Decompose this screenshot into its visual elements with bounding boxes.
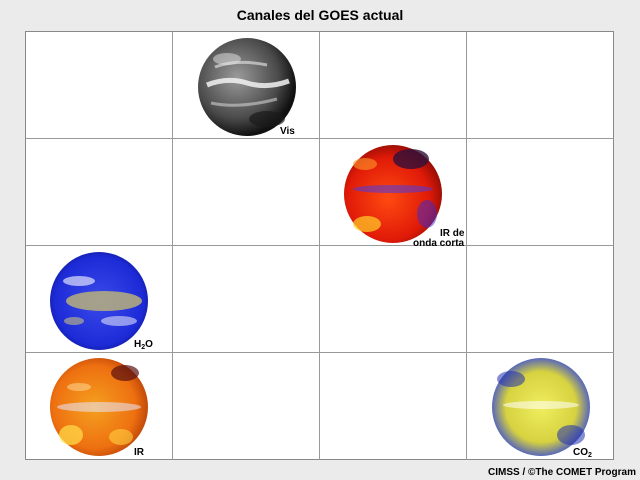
grid-cell — [26, 139, 173, 246]
vis-label: Vis — [280, 126, 295, 137]
channel-grid: Vis IR de onda corta — [25, 31, 614, 460]
grid-cell — [467, 246, 614, 353]
grid-cell — [320, 32, 467, 139]
shortwave-ir-globe-icon — [344, 145, 442, 243]
ir-globe-icon — [50, 358, 148, 456]
co2-globe-icon — [492, 358, 590, 456]
grid-cell — [467, 139, 614, 246]
grid-cell — [173, 139, 320, 246]
page-title: Canales del GOES actual — [236, 7, 404, 23]
water-vapor-globe-icon — [50, 252, 148, 350]
grid-cell — [26, 246, 173, 353]
co2-label: CO2 — [573, 447, 592, 460]
visible-globe-icon — [198, 38, 296, 136]
grid-cell — [320, 246, 467, 353]
ir-label: IR — [134, 447, 144, 458]
water-vapor-label: H2O — [134, 339, 153, 352]
grid-cell — [173, 353, 320, 460]
shortwave-ir-label-line2: onda corta — [413, 238, 465, 249]
grid-cell — [26, 353, 173, 460]
credit-text: CIMSS / ©The COMET Program — [488, 467, 636, 478]
grid-cell — [467, 32, 614, 139]
grid-cell — [26, 32, 173, 139]
grid-cell — [320, 353, 467, 460]
shortwave-ir-label-line1: IR de — [440, 228, 465, 239]
grid-cell — [320, 139, 467, 246]
grid-cell — [173, 246, 320, 353]
grid-cell — [173, 32, 320, 139]
